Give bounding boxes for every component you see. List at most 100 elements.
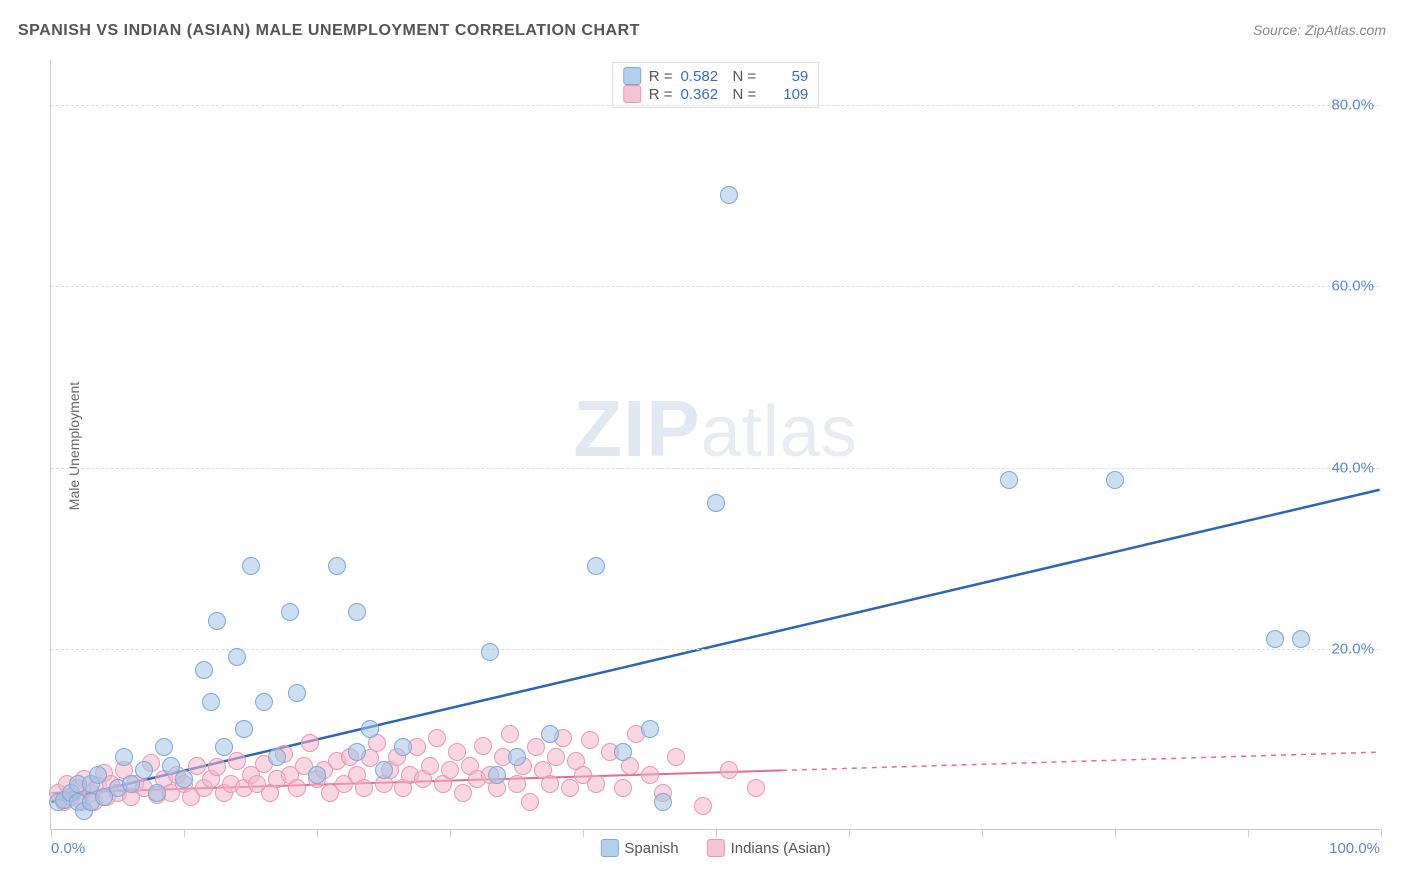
n-value: 59 bbox=[764, 68, 808, 85]
y-tick-label: 20.0% bbox=[1331, 640, 1374, 657]
x-tick bbox=[982, 829, 983, 837]
scatter-point bbox=[587, 557, 605, 575]
scatter-point bbox=[355, 779, 373, 797]
scatter-point bbox=[641, 766, 659, 784]
legend-swatch bbox=[600, 839, 618, 857]
source-label: Source: ZipAtlas.com bbox=[1253, 22, 1386, 38]
scatter-point bbox=[428, 729, 446, 747]
x-tick bbox=[51, 829, 52, 837]
scatter-point bbox=[328, 557, 346, 575]
scatter-point bbox=[474, 737, 492, 755]
x-tick bbox=[184, 829, 185, 837]
x-tick bbox=[1381, 829, 1382, 837]
legend-series-label: Spanish bbox=[624, 840, 678, 857]
gridline-h bbox=[51, 286, 1380, 287]
x-tick-label: 0.0% bbox=[51, 840, 85, 857]
chart-title: SPANISH VS INDIAN (ASIAN) MALE UNEMPLOYM… bbox=[18, 22, 640, 40]
scatter-point bbox=[421, 757, 439, 775]
plot-area: ZIPatlas R = 0.582 N = 59 R = 0.362 N = … bbox=[50, 60, 1380, 830]
scatter-point bbox=[694, 797, 712, 815]
scatter-point bbox=[202, 693, 220, 711]
x-tick bbox=[1115, 829, 1116, 837]
x-tick bbox=[716, 829, 717, 837]
scatter-point bbox=[1106, 471, 1124, 489]
scatter-point bbox=[654, 793, 672, 811]
r-label: R = bbox=[649, 86, 673, 103]
gridline-h bbox=[51, 649, 1380, 650]
n-label: N = bbox=[733, 68, 757, 85]
legend-swatch bbox=[707, 839, 725, 857]
scatter-point bbox=[308, 766, 326, 784]
x-tick bbox=[1248, 829, 1249, 837]
scatter-point bbox=[488, 766, 506, 784]
scatter-point bbox=[501, 725, 519, 743]
scatter-point bbox=[641, 720, 659, 738]
scatter-point bbox=[508, 748, 526, 766]
gridline-h bbox=[51, 105, 1380, 106]
scatter-point bbox=[521, 793, 539, 811]
scatter-point bbox=[155, 738, 173, 756]
legend-stats: R = 0.582 N = 59 R = 0.362 N = 109 bbox=[612, 62, 820, 108]
scatter-point bbox=[481, 643, 499, 661]
scatter-point bbox=[361, 720, 379, 738]
gridline-h bbox=[51, 468, 1380, 469]
legend-series-label: Indians (Asian) bbox=[731, 840, 831, 857]
r-value: 0.362 bbox=[681, 86, 725, 103]
legend-swatch bbox=[623, 85, 641, 103]
scatter-point bbox=[541, 775, 559, 793]
legend-swatch bbox=[623, 67, 641, 85]
scatter-point bbox=[255, 693, 273, 711]
legend-stat-row: R = 0.362 N = 109 bbox=[623, 85, 809, 103]
scatter-point bbox=[122, 775, 140, 793]
scatter-point bbox=[242, 557, 260, 575]
scatter-point bbox=[747, 779, 765, 797]
scatter-point bbox=[614, 743, 632, 761]
legend-series-item: Spanish bbox=[600, 839, 678, 857]
scatter-point bbox=[614, 779, 632, 797]
scatter-point bbox=[561, 779, 579, 797]
scatter-point bbox=[281, 603, 299, 621]
x-tick bbox=[450, 829, 451, 837]
scatter-point bbox=[215, 738, 233, 756]
scatter-point bbox=[1266, 630, 1284, 648]
scatter-point bbox=[89, 766, 107, 784]
scatter-point bbox=[375, 761, 393, 779]
scatter-point bbox=[228, 648, 246, 666]
legend-series-item: Indians (Asian) bbox=[707, 839, 831, 857]
legend-series: Spanish Indians (Asian) bbox=[600, 839, 830, 857]
n-value: 109 bbox=[764, 86, 808, 103]
scatter-point bbox=[454, 784, 472, 802]
x-tick bbox=[849, 829, 850, 837]
y-tick-label: 60.0% bbox=[1331, 278, 1374, 295]
trend-line bbox=[782, 752, 1380, 770]
scatter-point bbox=[175, 770, 193, 788]
scatter-point bbox=[208, 758, 226, 776]
scatter-point bbox=[394, 738, 412, 756]
y-tick-label: 40.0% bbox=[1331, 459, 1374, 476]
scatter-point bbox=[1000, 471, 1018, 489]
scatter-point bbox=[268, 748, 286, 766]
y-tick-label: 80.0% bbox=[1331, 97, 1374, 114]
scatter-point bbox=[195, 661, 213, 679]
scatter-point bbox=[541, 725, 559, 743]
scatter-point bbox=[301, 734, 319, 752]
scatter-point bbox=[720, 186, 738, 204]
scatter-point bbox=[1292, 630, 1310, 648]
r-label: R = bbox=[649, 68, 673, 85]
n-label: N = bbox=[733, 86, 757, 103]
scatter-point bbox=[707, 494, 725, 512]
x-tick bbox=[583, 829, 584, 837]
x-tick-label: 100.0% bbox=[1329, 840, 1380, 857]
watermark: ZIPatlas bbox=[573, 383, 858, 475]
scatter-point bbox=[135, 761, 153, 779]
watermark-atlas: atlas bbox=[701, 392, 858, 472]
scatter-point bbox=[288, 684, 306, 702]
watermark-zip: ZIP bbox=[573, 384, 700, 473]
scatter-point bbox=[527, 738, 545, 756]
scatter-point bbox=[441, 761, 459, 779]
scatter-point bbox=[581, 731, 599, 749]
x-tick bbox=[317, 829, 318, 837]
scatter-point bbox=[667, 748, 685, 766]
scatter-point bbox=[348, 743, 366, 761]
scatter-point bbox=[115, 748, 133, 766]
